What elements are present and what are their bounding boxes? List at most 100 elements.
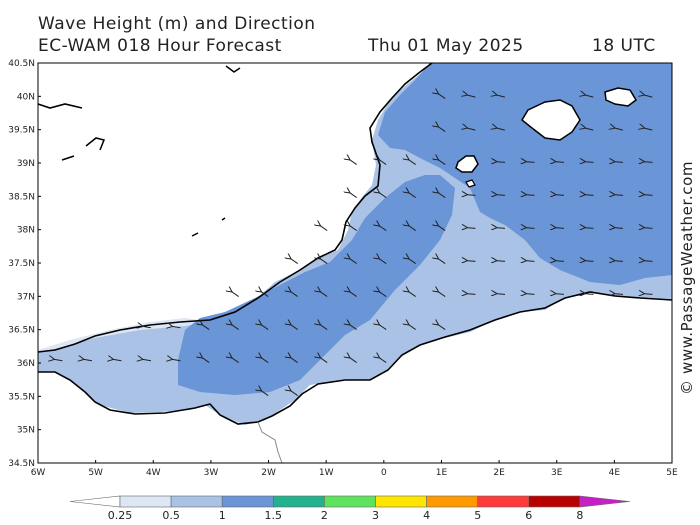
coast-portugal: [37, 103, 83, 109]
wave-arrow: [261, 291, 269, 297]
legend-swatch: [375, 495, 427, 508]
legend-swatch: [170, 495, 223, 508]
wave-arrow: [526, 195, 535, 196]
forecast-date: Thu 01 May 2025: [368, 36, 524, 56]
wave-arrow: [202, 324, 210, 330]
legend-tick-label: 0.5: [162, 509, 180, 522]
wave-arrow: [172, 326, 181, 328]
lon-label: 1W: [319, 468, 334, 478]
wave-arrow: [408, 291, 416, 297]
lon-label: 3W: [204, 468, 219, 478]
wave-arrow: [320, 225, 328, 231]
legend-tick-label: 3: [372, 509, 379, 522]
island-small-1: [85, 137, 106, 151]
lat-label: 38.5N: [8, 192, 35, 202]
legend-tick-label: 4: [423, 509, 430, 522]
wave-arrow: [526, 294, 535, 295]
lon-label: 1E: [436, 468, 448, 478]
wave-arrow: [644, 162, 653, 163]
wave-arrow: [202, 357, 210, 363]
wave-arrow: [142, 359, 152, 361]
wave-arrow: [467, 294, 476, 295]
legend-tick-label: 6: [525, 509, 532, 522]
wave-arrow: [320, 357, 328, 363]
lon-label: 3E: [551, 468, 563, 478]
wave-arrow: [496, 162, 506, 163]
latitude-labels: 40.5N 40N 39.5N 39N 38.5N 38N 37.5N 37N 36.5N 36N…: [8, 59, 41, 469]
legend-swatch: [69, 495, 121, 508]
wave-arrow: [496, 261, 506, 262]
wave-arrow: [83, 359, 93, 361]
wave-arrow: [349, 357, 357, 363]
wave-arrow: [172, 359, 181, 361]
coast-spain: [37, 62, 433, 353]
wave-arrow: [614, 294, 624, 295]
island-menorca: [604, 87, 637, 107]
wave-arrow: [467, 95, 476, 98]
wave-arrow: [585, 128, 594, 131]
longitude-labels: 6W 5W 4W 3W 2W 1W 0 1E 2E 3E 4E 5E: [31, 460, 678, 478]
wave-arrow: [496, 128, 505, 131]
island-small-2: [61, 155, 75, 161]
wave-arrow: [231, 324, 239, 330]
wave-arrow: [644, 128, 653, 131]
wave-arrow: [349, 225, 357, 231]
wave-arrow: [496, 228, 506, 229]
wave-arrow: [290, 258, 298, 264]
wave-arrow: [408, 192, 416, 198]
wave-arrow: [290, 324, 298, 330]
legend-swatch: [579, 495, 630, 508]
wave-arrow: [585, 294, 594, 295]
legend-swatch: [426, 495, 479, 508]
legend-swatch: [119, 495, 172, 508]
wave-arrow: [555, 261, 565, 262]
wave-arrow: [379, 192, 387, 198]
legend-swatch: [324, 495, 376, 508]
wave-arrow: [261, 390, 269, 396]
lat-label: 37N: [17, 292, 35, 302]
border-line: [257, 421, 283, 464]
legend-swatch: [272, 495, 325, 508]
wave-arrow: [555, 195, 565, 196]
wave-arrow: [526, 162, 535, 163]
wave-arrow: [379, 159, 387, 165]
wave-arrow: [644, 228, 653, 229]
map-title: Wave Height (m) and Direction: [38, 14, 316, 34]
forecast-time: 18 UTC: [592, 36, 656, 56]
wave-arrow: [614, 162, 624, 163]
wave-arrow: [142, 326, 152, 328]
lon-label: 5W: [88, 468, 103, 478]
lon-label: 4W: [146, 468, 161, 478]
wave-arrow: [585, 195, 594, 196]
wave-arrow: [379, 291, 387, 297]
wave-arrow: [438, 192, 446, 198]
island-small-4: [191, 217, 226, 237]
wave-arrow: [408, 225, 416, 231]
credit-text: © www.PassageWeather.com: [678, 160, 696, 395]
legend-tick-label: 1: [219, 509, 226, 522]
wave-arrow: [379, 258, 387, 264]
wave-arrow: [379, 357, 387, 363]
wave-arrow: [496, 294, 506, 295]
wave-arrow: [526, 228, 535, 229]
wave-arrow: [408, 324, 416, 330]
wave-arrow: [438, 159, 446, 165]
wave-arrow: [379, 225, 387, 231]
wave-arrow: [54, 359, 63, 361]
lat-label: 36N: [17, 359, 35, 369]
lon-label: 5E: [666, 468, 678, 478]
legend-tick-label: 2: [321, 509, 328, 522]
wave-arrow: [320, 258, 328, 264]
wave-arrow: [585, 261, 594, 262]
wave-arrow: [496, 195, 506, 196]
wave-arrow: [614, 195, 624, 196]
wave-arrow: [614, 128, 623, 131]
wave-arrow: [644, 261, 653, 262]
wave-arrow: [113, 359, 122, 361]
lat-label: 35.5N: [8, 392, 35, 402]
lat-label: 35N: [17, 426, 35, 436]
wave-arrow: [290, 291, 298, 297]
wave-arrow: [644, 294, 653, 295]
wave-direction-arrows: [54, 93, 653, 396]
